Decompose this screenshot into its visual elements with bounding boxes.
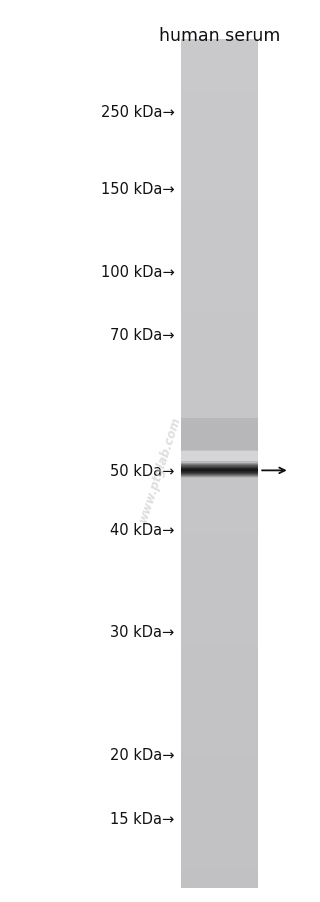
Bar xyxy=(181,466,258,468)
Bar xyxy=(181,473,258,474)
Bar xyxy=(181,469,258,470)
Bar xyxy=(181,477,258,479)
Bar xyxy=(181,462,258,464)
Bar xyxy=(181,477,258,478)
Bar xyxy=(181,471,258,473)
Text: 15 kDa→: 15 kDa→ xyxy=(110,811,174,825)
Bar xyxy=(181,464,258,465)
Text: 20 kDa→: 20 kDa→ xyxy=(110,748,174,762)
Bar xyxy=(181,468,258,470)
Bar xyxy=(181,419,258,451)
Text: 30 kDa→: 30 kDa→ xyxy=(110,624,174,639)
Bar xyxy=(181,465,258,466)
Text: www.ptglab.com: www.ptglab.com xyxy=(137,414,183,524)
Bar xyxy=(181,467,258,469)
Text: 100 kDa→: 100 kDa→ xyxy=(101,265,174,280)
Bar xyxy=(181,471,258,472)
Text: 40 kDa→: 40 kDa→ xyxy=(110,522,174,537)
Text: 250 kDa→: 250 kDa→ xyxy=(101,106,174,120)
Bar xyxy=(181,474,258,475)
Bar xyxy=(181,465,258,466)
Bar xyxy=(181,470,258,472)
Bar xyxy=(181,468,258,469)
Bar xyxy=(181,474,258,476)
Text: 50 kDa→: 50 kDa→ xyxy=(110,464,174,478)
Text: 70 kDa→: 70 kDa→ xyxy=(110,328,174,343)
Bar xyxy=(181,472,258,473)
Text: human serum: human serum xyxy=(158,27,280,45)
Bar xyxy=(181,474,258,475)
Bar xyxy=(181,463,258,464)
Text: 150 kDa→: 150 kDa→ xyxy=(101,182,174,197)
Bar xyxy=(181,472,258,474)
Bar xyxy=(181,465,258,467)
Bar xyxy=(181,466,258,467)
Bar xyxy=(181,451,258,464)
Bar xyxy=(181,476,258,477)
Bar xyxy=(181,469,258,471)
Bar xyxy=(181,475,258,477)
Bar xyxy=(181,463,258,465)
Bar xyxy=(181,476,258,478)
Bar xyxy=(181,464,258,465)
